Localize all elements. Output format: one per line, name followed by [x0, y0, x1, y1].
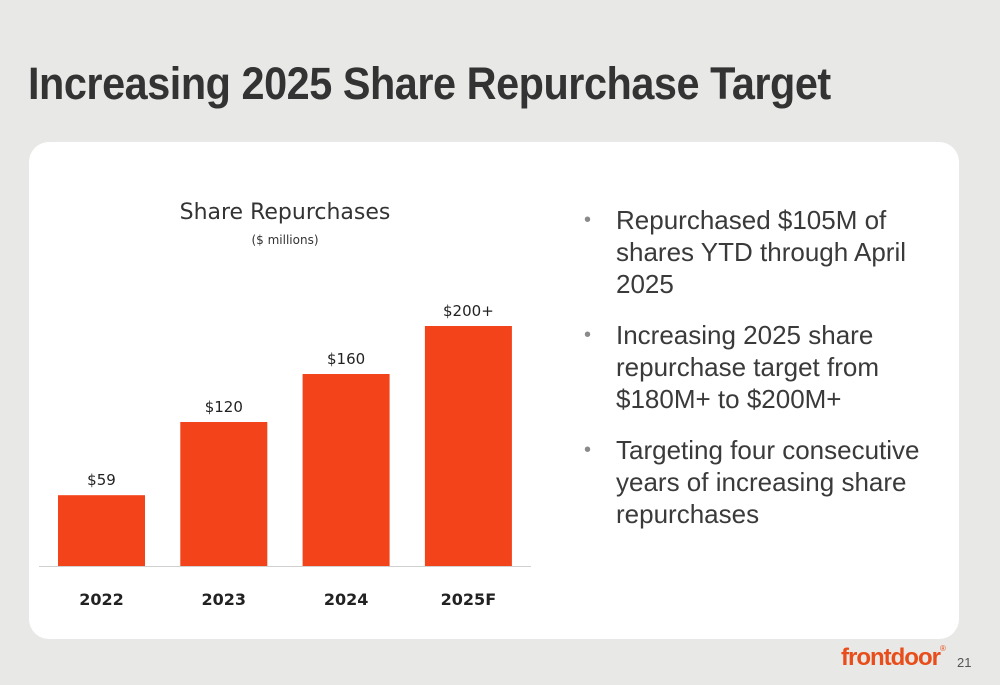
chart-title: Share Repurchases [179, 200, 391, 225]
bullet-text: Repurchased $105M of shares YTD through … [616, 205, 906, 299]
bullet-item: • Targeting four consecutive years of inc… [576, 434, 936, 530]
x-tick-label-2025F: 2025F [441, 590, 496, 609]
data-label-2023: $120 [205, 398, 243, 416]
x-tick-label-2024: 2024 [324, 590, 369, 609]
bullet-dot-icon: • [584, 209, 592, 231]
logo-trademark: ® [939, 644, 946, 653]
bullet-item: • Repurchased $105M of shares YTD through… [576, 204, 936, 300]
bar-2024 [302, 374, 390, 566]
chart-subtitle: ($ millions) [251, 233, 319, 247]
bullet-text: Increasing 2025 share repurchase target … [616, 320, 880, 414]
data-label-2024: $160 [327, 350, 365, 368]
content-card: Share Repurchases ($ millions) $59 2022 $1… [29, 142, 959, 639]
bullet-list: • Repurchased $105M of shares YTD through… [576, 204, 936, 549]
x-tick-label-2022: 2022 [79, 590, 124, 609]
frontdoor-logo: frontdoor® [841, 644, 946, 672]
bar-2022 [58, 495, 145, 566]
bullet-item: • Increasing 2025 share repurchase target… [576, 319, 936, 415]
logo-text: frontdoor [841, 644, 941, 671]
bar-2023 [180, 422, 268, 566]
bullet-dot-icon: • [584, 439, 592, 461]
chart-plot: $59 2022 $120 2023 $160 2024 $200+ 2025F [39, 302, 531, 609]
bullet-dot-icon: • [584, 324, 592, 346]
bullet-text: Targeting four consecutive years of incr… [616, 435, 920, 529]
x-tick-label-2023: 2023 [202, 590, 247, 609]
bar-chart: Share Repurchases ($ millions) $59 2022 $1… [29, 142, 569, 639]
page-number: 21 [957, 655, 972, 670]
slide-title: Increasing 2025 Share Repurchase Target [28, 58, 831, 109]
data-label-2025F: $200+ [443, 302, 494, 320]
data-label-2022: $59 [87, 471, 116, 489]
bar-2025F [424, 326, 512, 566]
